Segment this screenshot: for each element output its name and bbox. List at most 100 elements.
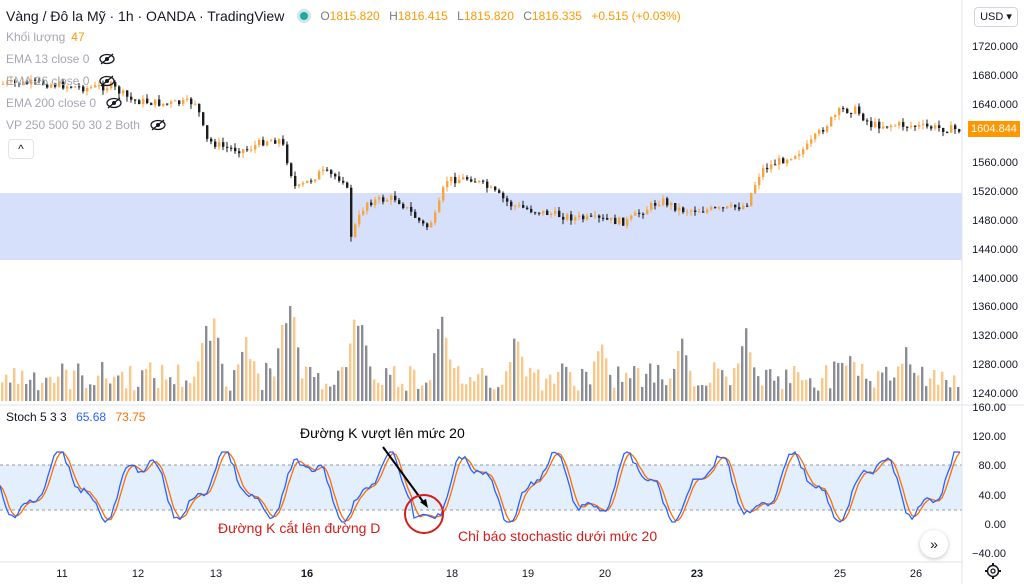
candle-body (622, 217, 625, 226)
currency-selector[interactable]: USD ▾ (974, 7, 1018, 27)
stoch-legend[interactable]: Stoch 5 3 3 65.68 73.75 (6, 410, 145, 424)
candle-body (226, 146, 229, 148)
candle-body (150, 103, 153, 105)
candle-body (418, 217, 421, 221)
volume-bar (661, 379, 664, 401)
gear-icon[interactable] (984, 562, 1002, 580)
time-tick-label: 20 (599, 568, 611, 580)
candle-body (182, 99, 185, 105)
candle-body (358, 214, 361, 225)
candle-body (922, 123, 925, 125)
volume-bar (65, 369, 68, 401)
volume-bar (57, 376, 60, 401)
volume-bar (609, 374, 612, 401)
candle-body (546, 210, 549, 215)
volume-bar (509, 362, 512, 401)
eye-crossed-icon[interactable] (150, 119, 166, 131)
high-value: 1816.415 (397, 9, 448, 23)
volume-bar (645, 373, 648, 401)
candle-body (286, 144, 289, 164)
volume-bar (553, 383, 556, 401)
candle-body (134, 99, 137, 101)
annotation-below-20: Chỉ báo stochastic dưới mức 20 (458, 528, 658, 544)
eye-crossed-icon[interactable] (99, 75, 116, 87)
eye-crossed-icon[interactable] (106, 97, 122, 109)
legend-vp[interactable]: VP 250 500 50 30 2 Both (6, 118, 166, 132)
legend-ema200[interactable]: EMA 200 close 0 (6, 96, 122, 110)
volume-bar (309, 366, 312, 401)
volume-bar (541, 390, 544, 401)
candle-body (250, 149, 253, 151)
candle-body (798, 154, 801, 156)
candle-body (858, 106, 861, 114)
volume-bar (957, 387, 960, 401)
volume-bar (237, 364, 240, 401)
volume-bar (425, 382, 428, 401)
candle-body (578, 215, 581, 218)
volume-bar (397, 386, 400, 401)
candle-body (522, 205, 525, 208)
volume-bar (877, 371, 880, 401)
volume-bar (453, 368, 456, 401)
volume-bar (429, 380, 432, 401)
symbol-title[interactable]: Vàng / Đô la Mỹ · 1h · OANDA · TradingVi… (6, 8, 285, 24)
volume-bar (341, 366, 344, 401)
collapse-legend-button[interactable]: ^ (8, 139, 34, 159)
volume-bar (93, 385, 96, 401)
time-tick-label: 12 (132, 568, 144, 580)
volume-bar (365, 345, 368, 401)
candle-body (930, 126, 933, 129)
legend-volume[interactable]: Khối lượng 47 (6, 30, 85, 44)
candle-body (234, 147, 237, 152)
candle-body (394, 195, 397, 201)
candle-body (2, 83, 5, 85)
close-value: 1816.335 (531, 9, 582, 23)
volume-bar (813, 387, 816, 401)
candle-body (870, 121, 873, 128)
volume-bar (653, 382, 656, 401)
candle-body (246, 149, 249, 151)
candle-body (494, 186, 497, 191)
volume-bar (121, 371, 124, 401)
scroll-to-realtime-button[interactable]: » (920, 530, 948, 558)
legend-ema13[interactable]: EMA 13 close 0 (6, 52, 116, 66)
volume-bar (681, 338, 684, 401)
time-tick-label: 13 (210, 568, 222, 580)
eye-crossed-icon[interactable] (99, 53, 116, 65)
volume-bar (125, 388, 128, 401)
candle-body (10, 80, 13, 82)
candle-body (710, 207, 713, 210)
candle-body (670, 202, 673, 206)
candle-body (222, 142, 225, 147)
stoch-tick-label: 120.00 (972, 431, 1006, 443)
volume-bar (857, 375, 860, 401)
candle-body (918, 124, 921, 127)
stoch-tick-label: 0.00 (985, 519, 1006, 531)
candle-body (630, 215, 633, 220)
candle-body (190, 98, 193, 105)
volume-bar (153, 378, 156, 401)
candle-body (810, 139, 813, 144)
volume-bar (649, 363, 652, 401)
volume-bar (549, 374, 552, 401)
candle-body (826, 126, 829, 132)
candle-body (126, 90, 129, 97)
candle-body (910, 125, 913, 128)
stoch-name: Stoch 5 3 3 (6, 410, 67, 424)
volume-bar (321, 389, 324, 401)
candle-body (274, 140, 277, 144)
candle-body (570, 214, 573, 221)
candle-body (26, 81, 29, 84)
candle-body (874, 121, 877, 128)
volume-bar (129, 366, 132, 401)
volume-bar (817, 390, 820, 401)
candle-body (62, 81, 65, 89)
candle-body (766, 167, 769, 170)
candle-body (598, 215, 601, 218)
close-label: C (523, 9, 532, 23)
volume-bar (61, 363, 64, 401)
time-tick-label: 26 (910, 568, 922, 580)
volume-bar (501, 384, 504, 401)
legend-ema26[interactable]: EMA 26 close 0 (6, 74, 116, 88)
